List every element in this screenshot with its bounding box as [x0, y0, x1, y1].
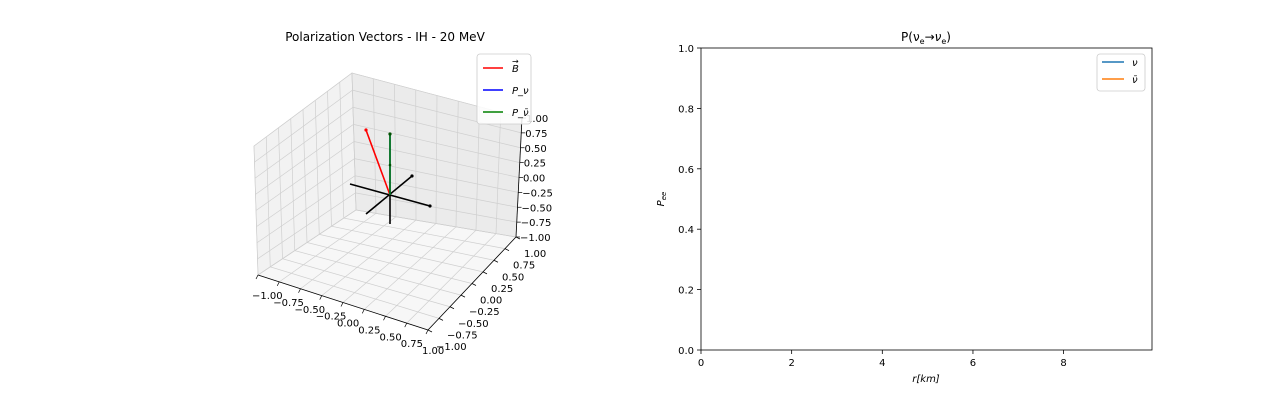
x-tick-label: 0: [698, 358, 704, 369]
y-tick-label: 0.4: [678, 225, 694, 236]
x-tick-label: 0.00: [337, 319, 359, 330]
y-tick-label: 0.25: [491, 284, 513, 295]
z-tick-label: −0.75: [521, 218, 552, 229]
z-tick-label: −1.00: [520, 233, 551, 244]
vector-p-tip: [388, 132, 392, 136]
grid-line-y: [290, 118, 462, 296]
right-legend-box: [1096, 53, 1146, 92]
reference-axis-y-tip: [410, 174, 414, 178]
legend-nu-label: ν: [1132, 58, 1138, 69]
y-tick-mark: [449, 306, 455, 310]
grid-line-z: [253, 72, 523, 147]
left-plot-title: Polarization Vectors - IH - 20 MeV: [285, 30, 485, 44]
legend-b-arrow: →: [512, 57, 519, 66]
y-tick-label: 0.00: [480, 296, 502, 307]
grid-line-y: [265, 136, 440, 319]
x-tick-mark: [404, 322, 408, 328]
y-tick-mark: [471, 283, 477, 286]
y-tick-label: 0.75: [513, 261, 535, 272]
z-tick-label: −0.25: [522, 188, 553, 199]
x-tick-label: −0.50: [295, 305, 326, 316]
grid-line-y: [278, 127, 451, 308]
y-tick-mark: [438, 318, 444, 321]
right-legend: ν ν̄: [1096, 53, 1146, 92]
reference-axis-y: [365, 175, 413, 215]
x-tick-label: 0.75: [401, 339, 423, 350]
y-tick-label: −1.00: [436, 342, 467, 353]
survival-probability-plot: P(νe→νe) 0 2 4 6 8 0.0 0.2 0.4 0.6 0.8 1.0 r[km] P…: [656, 30, 1153, 385]
grid-line-y: [314, 100, 484, 273]
polarization-3d-plot: Polarization Vectors - IH - 20 MeV −1.00…: [252, 30, 553, 357]
grid-3d: [253, 72, 523, 331]
x-tick-mark: [255, 274, 259, 280]
y-tick-label: 1.00: [524, 249, 546, 260]
vector-b: [365, 129, 391, 196]
y-tick-mark: [427, 329, 433, 333]
x-tick-mark: [383, 316, 386, 321]
x-tick-label: 1.00: [422, 346, 444, 357]
x-tick-label: 6: [970, 358, 976, 369]
reference-axis-x-tip: [428, 204, 432, 208]
legend-p-nu-label: P_ν: [512, 86, 529, 97]
x-tick-label: 2: [788, 358, 794, 369]
right-plot-ticks: 0 2 4 6 8 0.0 0.2 0.4 0.6 0.8 1.0: [678, 44, 1067, 369]
z-tick-label: 0.25: [524, 159, 546, 170]
right-plot-title: P(νe→νe): [901, 30, 951, 46]
vector-p-mid-marker: [388, 163, 392, 167]
z-tick-label: −0.50: [522, 203, 553, 214]
y-tick-label: 0.50: [502, 272, 524, 283]
y-tick-mark: [482, 271, 488, 275]
grid-line-y: [339, 82, 506, 249]
x-tick-mark: [361, 309, 365, 314]
y-tick-mark: [504, 248, 510, 251]
x-tick-label: −0.75: [273, 298, 304, 309]
y-tick-label: 0.2: [678, 286, 694, 297]
x-tick-mark: [425, 329, 429, 335]
x-tick-label: 0.50: [380, 332, 402, 343]
y-tick-label: 0.6: [678, 165, 694, 176]
z-tick-label: 0.75: [525, 129, 547, 140]
y-tick-label: 1.0: [678, 44, 694, 55]
legend-b-label: B: [512, 64, 519, 75]
grid-line-y: [302, 109, 473, 284]
z-tick-label: 0.50: [525, 144, 547, 155]
y-tick-label: 0.8: [678, 104, 694, 115]
x-axis-label: r[km]: [912, 374, 940, 385]
x-tick-label: 0.25: [358, 325, 380, 336]
right-plot-axes-frame: [700, 47, 1153, 351]
x-tick-label: −0.25: [316, 312, 347, 323]
y-axis-label: Pee: [656, 192, 668, 207]
z-tick-label: 1.00: [526, 114, 548, 125]
x-tick-mark: [319, 295, 323, 300]
legend-nubar-label: ν̄: [1132, 75, 1138, 86]
y-tick-label: −0.25: [469, 307, 500, 318]
y-tick-mark: [493, 259, 499, 263]
y-tick-label: −0.75: [447, 330, 478, 341]
grid-line-y: [351, 72, 517, 238]
y-tick-mark: [460, 294, 466, 298]
left-legend-box: [476, 53, 532, 125]
y-tick-label: −0.50: [458, 319, 489, 330]
y-tick-label: 0.0: [678, 346, 694, 357]
ticks-3d: −1.00−0.75−0.50−0.250.000.250.500.751.00…: [252, 114, 553, 357]
x-tick-mark: [340, 302, 344, 307]
z-tick-label: 0.00: [523, 174, 545, 185]
left-legend: B → P_ν P_ν̄: [476, 53, 532, 125]
x-tick-mark: [276, 281, 280, 287]
x-tick-label: 4: [879, 358, 885, 369]
x-tick-label: −1.00: [252, 291, 283, 302]
vector-b-tip: [364, 128, 368, 132]
grid-line-y: [327, 91, 495, 261]
legend-p-nubar-label: P_ν̄: [512, 108, 529, 119]
x-tick-label: 8: [1060, 358, 1066, 369]
x-tick-mark: [298, 288, 301, 293]
